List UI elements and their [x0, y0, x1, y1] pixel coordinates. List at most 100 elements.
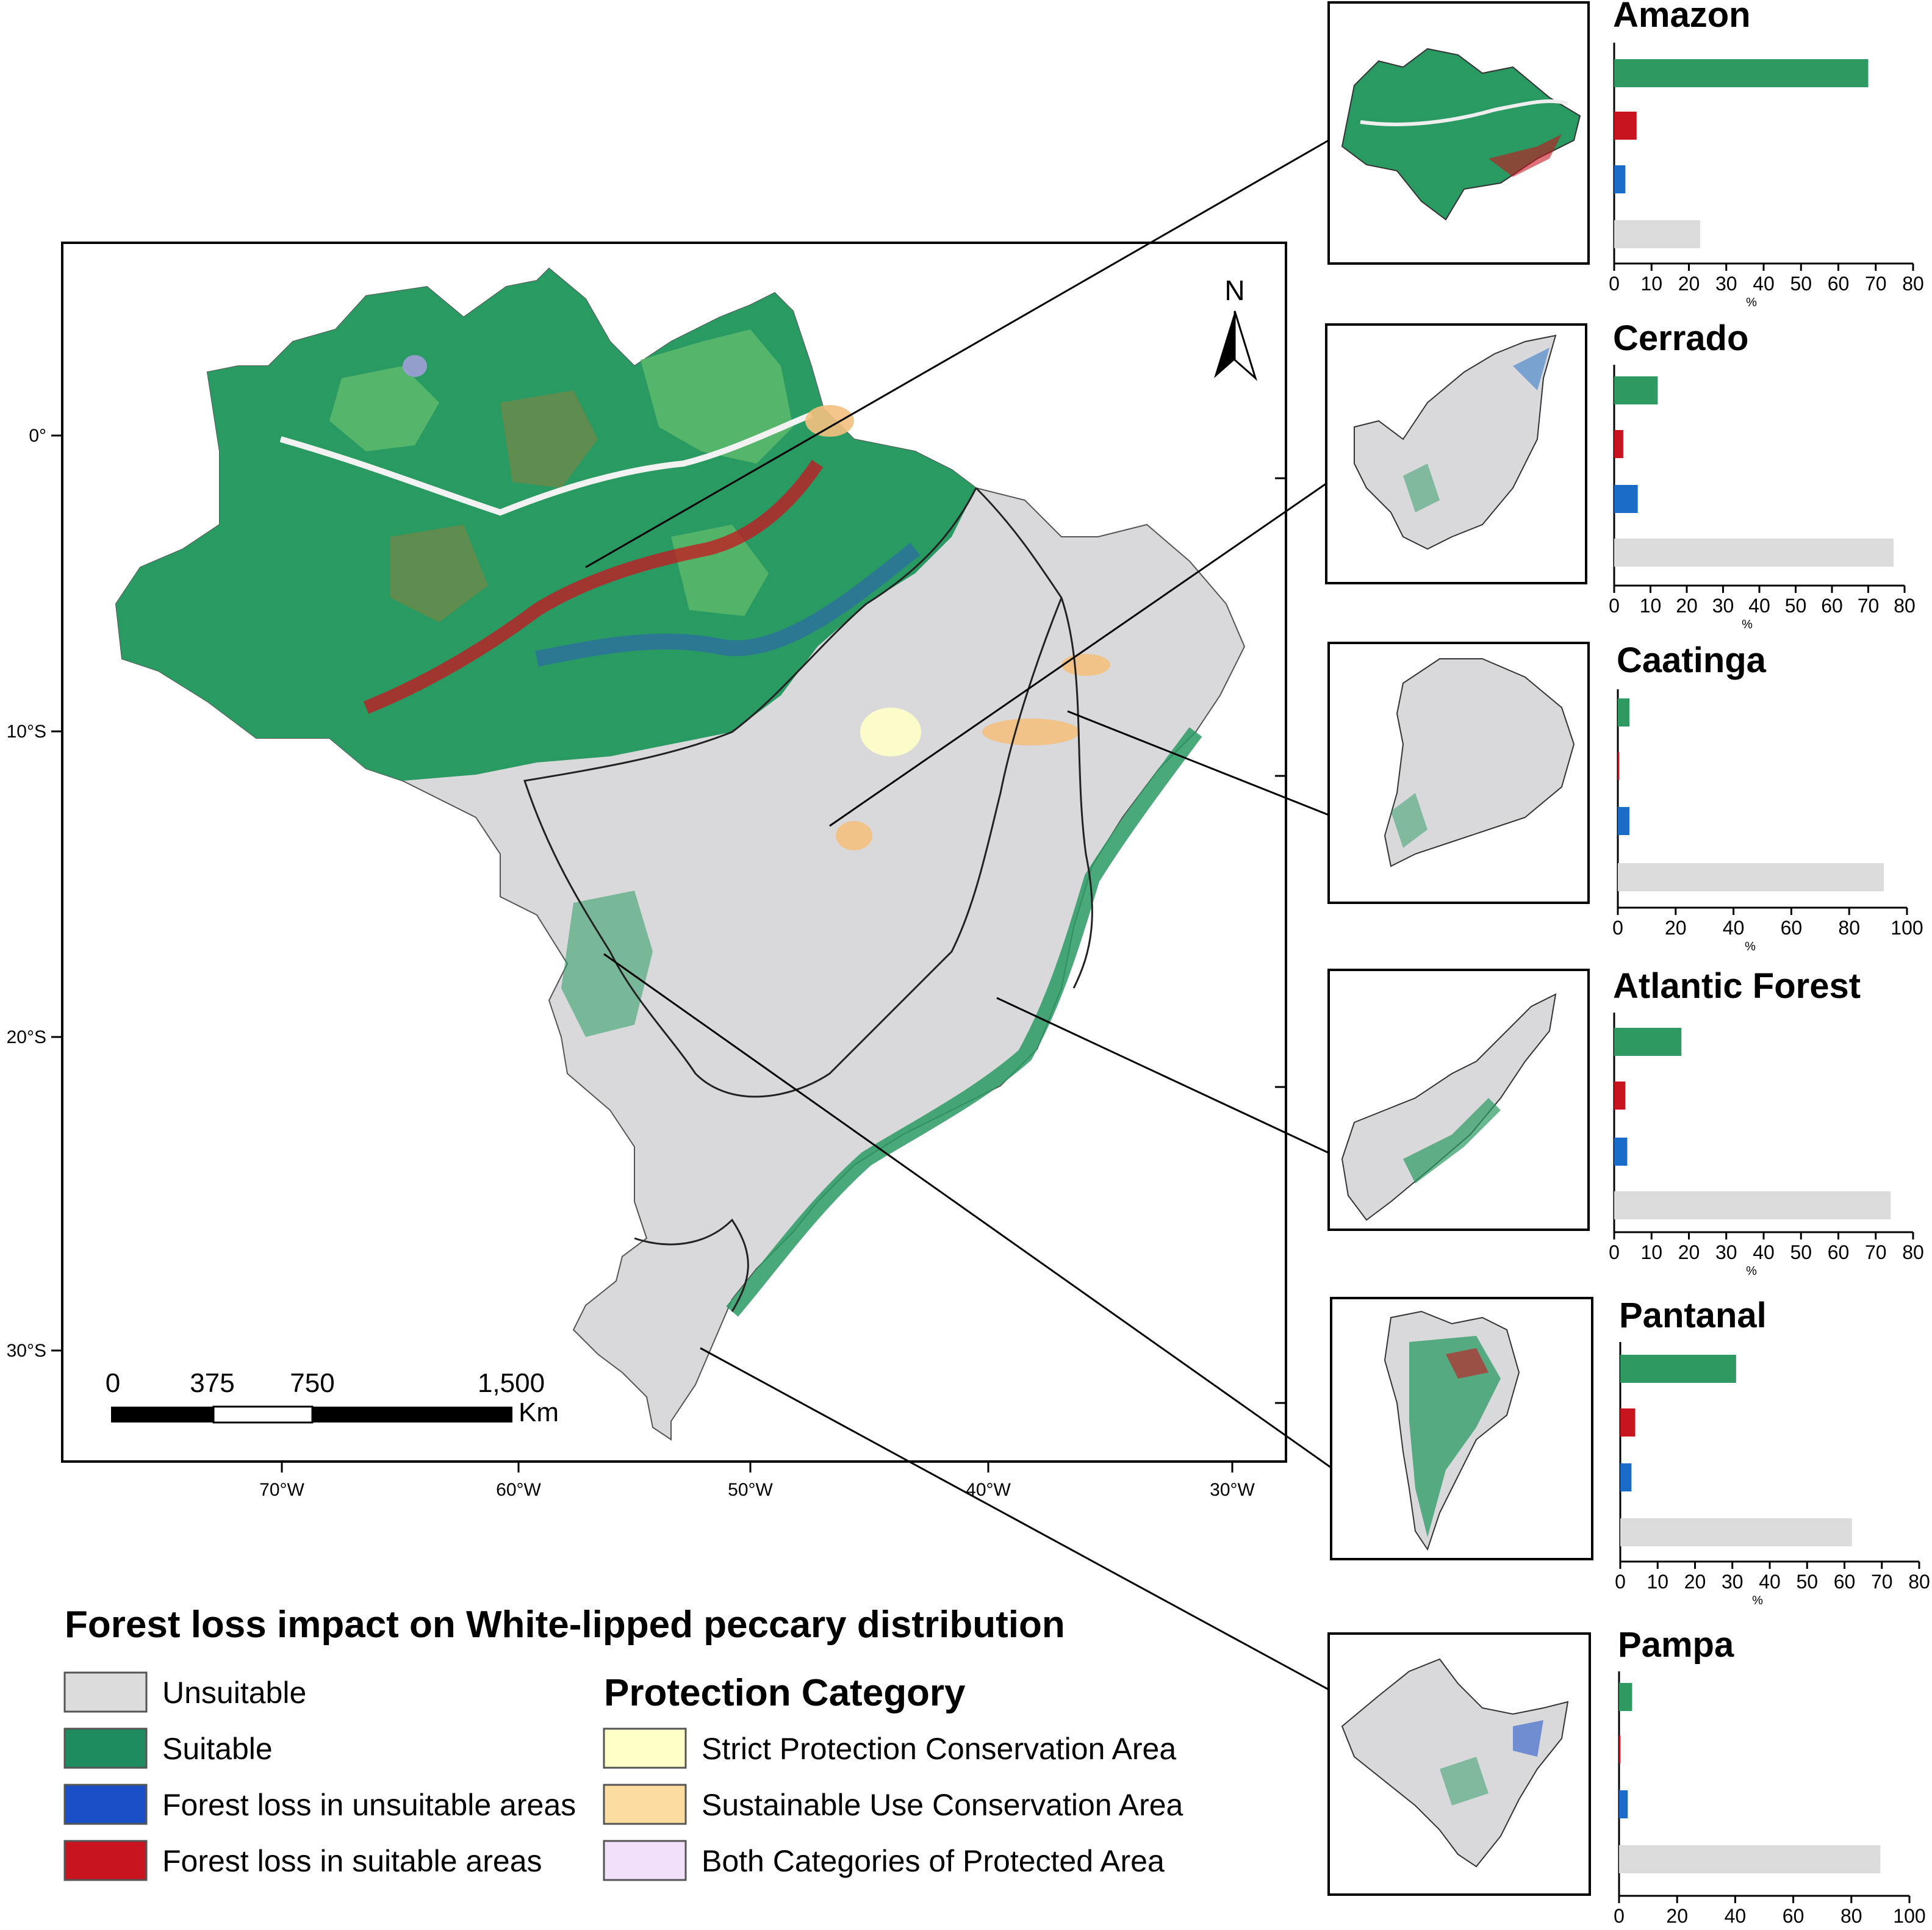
chart-tick-label: 30 [1712, 595, 1734, 617]
atlantic-coast-suitable [726, 727, 1202, 1317]
chart-tick-label: 70 [1871, 1571, 1893, 1593]
arc-of-deforestation [363, 459, 824, 714]
biome-chart: Amazon 0 10 20 30 40 50 60 70 80% [1609, 0, 1924, 309]
biome-chart: Atlantic Forest 0 10 20 30 40 50 60 70 80% [1609, 966, 1924, 1278]
bar-unsuitable [1614, 220, 1700, 248]
bar-suitable [1620, 1355, 1736, 1383]
legend-swatch-both [603, 1840, 687, 1881]
chart-tick-label: 40 [1748, 595, 1770, 617]
chart-tick-label: 0 [1609, 595, 1620, 617]
inset-pampa [1327, 1632, 1591, 1896]
bar-suitable [1614, 376, 1658, 404]
inset-amazon [1327, 1, 1590, 265]
legend-label: Suitable [162, 1732, 273, 1766]
amazon-olive-patch [390, 525, 488, 622]
chart-tick-label: 80 [1908, 1571, 1930, 1593]
biome-bar-charts: Amazon 0 10 20 30 40 50 60 70 80% Cerrado 0 10 20 30 40… [1609, 0, 1930, 1930]
sustainable-use-area [1061, 654, 1110, 676]
lon-label: 60°W [496, 1480, 541, 1500]
legend-swatch-strict [603, 1727, 687, 1769]
chart-tick-label: 40 [1753, 1241, 1775, 1263]
bar-loss-suitable [1614, 112, 1637, 140]
lat-label: 10°S [7, 722, 46, 742]
chart-tick-label: 80 [1894, 595, 1916, 617]
bar-loss-suitable [1614, 1082, 1626, 1110]
chart-title: Cerrado [1613, 318, 1748, 358]
chart-tick-label: 60 [1834, 1571, 1856, 1593]
chart-x-label: % [1747, 1928, 1758, 1930]
bar-unsuitable [1614, 1191, 1891, 1219]
amazon-light-patch [641, 329, 793, 464]
chart-tick-label: 40 [1753, 273, 1775, 295]
lon-label: 50°W [728, 1480, 773, 1500]
biome-boundary [523, 487, 1063, 1098]
bar-loss-unsuitable [1619, 1790, 1628, 1818]
main-map: 0° 10°S 20°S 30°S 70°W 60°W 50°W 40°W 30… [7, 139, 1332, 1692]
bar-loss-suitable [1620, 1408, 1636, 1437]
chart-tick-label: 50 [1785, 595, 1807, 617]
chart-tick-label: 10 [1640, 1241, 1662, 1263]
legend-swatch-suitable [63, 1727, 148, 1769]
scale-tick-label: 375 [190, 1368, 234, 1398]
legend-label: Both Categories of Protected Area [702, 1844, 1165, 1878]
chart-title: Atlantic Forest [1613, 966, 1861, 1006]
bar-suitable [1619, 1683, 1632, 1711]
chart-title: Pantanal [1619, 1296, 1767, 1335]
north-arrow-icon: N [1214, 274, 1258, 381]
chart-tick-label: 10 [1647, 1571, 1668, 1593]
lon-label: 70°W [259, 1480, 304, 1500]
chart-tick-label: 30 [1722, 1571, 1743, 1593]
inset-atlantic-forest [1327, 969, 1590, 1231]
chart-tick-label: 40 [1759, 1571, 1781, 1593]
bar-loss-unsuitable [1618, 807, 1629, 835]
chart-x-label: % [1746, 296, 1757, 309]
leader-lines [585, 139, 1332, 1692]
chart-title: Amazon [1613, 0, 1751, 35]
chart-tick-label: 70 [1865, 273, 1887, 295]
chart-tick-label: 60 [1821, 595, 1843, 617]
both-categories-area [403, 355, 427, 377]
lat-label: 0° [29, 426, 46, 446]
bar-suitable [1618, 698, 1629, 726]
chart-tick-label: 30 [1715, 273, 1737, 295]
sustainable-use-area [805, 405, 854, 437]
chart-tick-label: 40 [1723, 917, 1745, 939]
biome-chart: Pantanal 0 10 20 30 40 50 60 70 80% [1615, 1296, 1930, 1607]
chart-x-label: % [1752, 1594, 1763, 1607]
scale-unit: Km [519, 1397, 559, 1427]
chart-x-label: % [1746, 1265, 1757, 1278]
strict-protection-area [860, 708, 921, 756]
chart-tick-label: 100 [1893, 1905, 1925, 1927]
bar-loss-unsuitable [1614, 165, 1626, 193]
chart-tick-label: 70 [1865, 1241, 1887, 1263]
legend-swatch-sustainable [603, 1784, 687, 1825]
bar-suitable [1614, 1028, 1682, 1056]
bar-loss-unsuitable [1620, 1463, 1632, 1491]
chart-tick-label: 20 [1666, 1905, 1688, 1927]
amazon-olive-patch [500, 390, 598, 488]
legend-label: Sustainable Use Conservation Area [702, 1788, 1183, 1822]
chart-tick-label: 50 [1790, 1241, 1812, 1263]
chart-tick-label: 80 [1902, 1241, 1924, 1263]
chart-tick-label: 70 [1858, 595, 1880, 617]
protection-title: Protection Category [604, 1672, 966, 1714]
scale-bar: 0 375 750 1,500 Km [106, 1368, 559, 1427]
chart-tick-label: 0 [1609, 1241, 1620, 1263]
chart-tick-label: 20 [1678, 273, 1700, 295]
bar-unsuitable [1614, 539, 1894, 567]
legend-label: Strict Protection Conservation Area [702, 1732, 1176, 1766]
biome-chart: Pampa 0 20 40 60 80 100% [1614, 1625, 1926, 1930]
chart-title: Pampa [1618, 1625, 1734, 1665]
chart-tick-label: 100 [1891, 917, 1923, 939]
biome-chart: Caatinga 0 20 40 60 80 100% [1612, 640, 1923, 953]
chart-tick-label: 50 [1796, 1571, 1818, 1593]
chart-tick-label: 0 [1609, 273, 1620, 295]
bar-loss-unsuitable [1614, 1138, 1628, 1166]
chart-tick-label: 0 [1614, 1905, 1625, 1927]
bar-unsuitable [1619, 1845, 1881, 1873]
chart-tick-label: 0 [1615, 1571, 1626, 1593]
chart-tick-label: 60 [1783, 1905, 1805, 1927]
legend-label: Unsuitable [162, 1676, 306, 1710]
chart-tick-label: 20 [1684, 1571, 1706, 1593]
